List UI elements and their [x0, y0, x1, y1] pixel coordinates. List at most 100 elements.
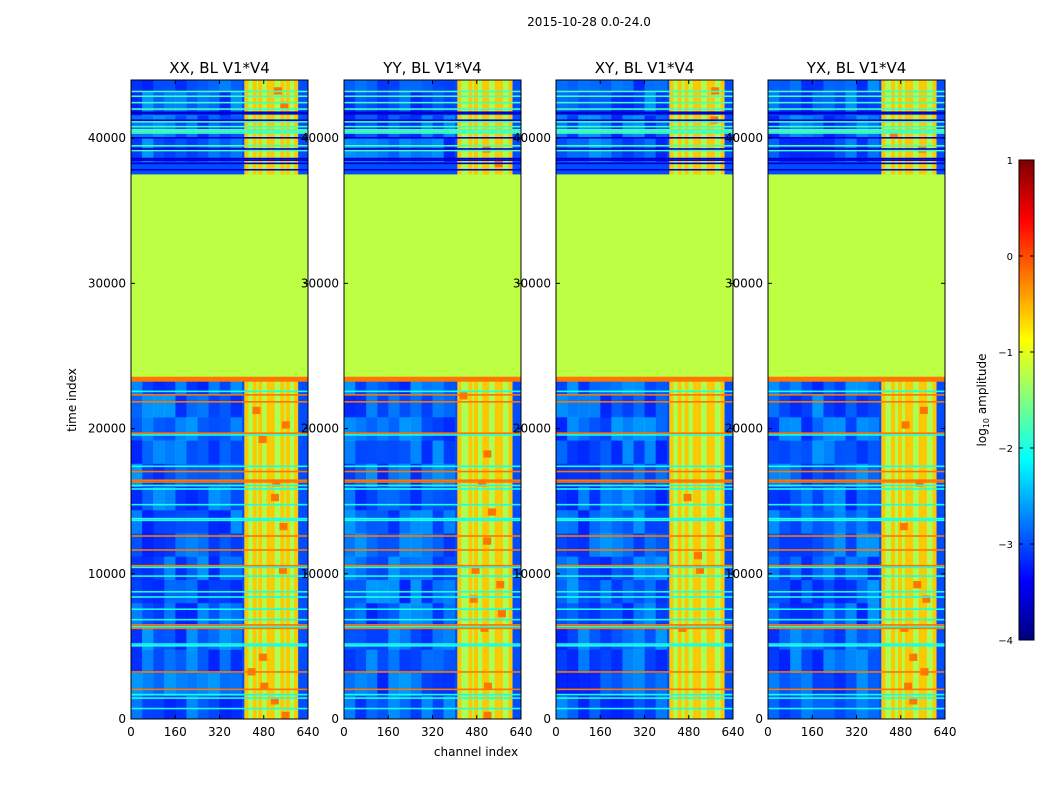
- heatmap-cell: [153, 533, 165, 557]
- bright-channel: [909, 80, 914, 719]
- heatmap-cell: [164, 509, 176, 534]
- heatmap-cell: [399, 91, 411, 116]
- time-stripe: [556, 625, 733, 628]
- heatmap-cell: [801, 672, 813, 697]
- heatmap-cell: [578, 509, 590, 534]
- time-stripe: [344, 697, 521, 699]
- colorbar-tick-label: −3: [998, 540, 1013, 551]
- time-stripe: [556, 168, 733, 171]
- heatmap-cell: [377, 463, 389, 488]
- heatmap-cell: [142, 463, 154, 488]
- heatmap-cell: [355, 626, 367, 650]
- heatmap-cell: [622, 626, 634, 650]
- heatmap-cell: [589, 602, 601, 627]
- heatmap-cell: [355, 370, 367, 395]
- heatmap-cell: [655, 370, 668, 395]
- time-stripe: [768, 119, 945, 122]
- bright-channel: [932, 80, 937, 719]
- time-stripe: [768, 149, 945, 152]
- heatmap-cell: [230, 533, 243, 557]
- heatmap-cell: [153, 91, 165, 116]
- heatmap-cell: [399, 463, 411, 488]
- x-tick-label: 0: [552, 725, 560, 739]
- time-stripe: [556, 671, 733, 673]
- heatmap-cell: [556, 91, 568, 116]
- time-stripe: [344, 394, 521, 396]
- heatmap-cell: [589, 440, 601, 464]
- heatmap-cell: [421, 556, 433, 581]
- heatmap-cell: [801, 486, 813, 511]
- heatmap-cell: [421, 80, 433, 93]
- time-stripe: [131, 162, 308, 165]
- time-stripe: [344, 503, 521, 506]
- hot-cell: [909, 697, 918, 705]
- heatmap-cell: [790, 556, 802, 581]
- heatmap-cell: [432, 80, 445, 93]
- hot-cell: [279, 522, 288, 531]
- heatmap-cell: [823, 91, 835, 116]
- heatmap-cell: [443, 649, 456, 674]
- heatmap-cell: [644, 370, 657, 395]
- time-stripe: [768, 519, 945, 522]
- time-stripe: [556, 149, 733, 152]
- heatmap-cell: [867, 626, 880, 650]
- heatmap-cell: [230, 649, 243, 674]
- heatmap-cell: [219, 440, 232, 464]
- time-stripe: [344, 618, 521, 621]
- heatmap-cell: [834, 672, 846, 697]
- time-stripe: [131, 144, 308, 147]
- heatmap-cell: [186, 509, 198, 534]
- heatmap-cell: [355, 486, 367, 511]
- heatmap-cell: [589, 393, 601, 418]
- x-tick-label: 640: [510, 725, 533, 739]
- time-stripe: [556, 113, 733, 115]
- time-stripe: [556, 549, 733, 551]
- bright-channel: [473, 80, 478, 719]
- heatmap-cell: [175, 602, 187, 627]
- heatmap-cell: [175, 486, 187, 511]
- time-stripe: [344, 643, 521, 645]
- heatmap-cell: [377, 486, 389, 511]
- bright-channel: [244, 80, 249, 719]
- colorbar-label: log10 amplitude: [975, 354, 991, 447]
- heatmap-cell: [377, 695, 389, 719]
- bright-channel: [266, 80, 271, 719]
- heatmap-cell: [219, 672, 232, 697]
- hot-cell: [270, 493, 279, 502]
- heatmap-cell: [801, 649, 813, 674]
- flagged-edge: [344, 376, 521, 382]
- heatmap-cell: [175, 533, 187, 557]
- heatmap-cell: [823, 440, 835, 464]
- heatmap-cell: [834, 486, 846, 511]
- heatmap-cell: [219, 91, 232, 116]
- heatmap-cell: [768, 533, 780, 557]
- x-tick-label: 0: [340, 725, 348, 739]
- time-stripe: [131, 132, 308, 134]
- heatmap-cell: [611, 509, 623, 534]
- time-stripe: [768, 624, 945, 626]
- bright-channel: [710, 80, 715, 719]
- heatmap-cell: [801, 91, 813, 116]
- heatmap-cell: [230, 393, 243, 418]
- heatmap-cell: [633, 440, 645, 464]
- time-stripe: [131, 707, 308, 710]
- heatmap-cell: [399, 672, 411, 697]
- heatmap-cell: [611, 486, 623, 511]
- heatmap-cell: [779, 416, 791, 441]
- time-stripe: [556, 132, 733, 134]
- heatmap-cell: [230, 695, 243, 719]
- time-stripe: [131, 645, 308, 647]
- heatmap-cell: [164, 695, 176, 719]
- heatmap-cell: [578, 416, 590, 441]
- heatmap-cell: [164, 533, 176, 557]
- heatmap-cell: [600, 486, 612, 511]
- heatmap-cell: [856, 695, 869, 719]
- time-stripe: [556, 608, 733, 611]
- heatmap-cell: [355, 80, 367, 93]
- time-stripe: [344, 693, 521, 696]
- heatmap-cell: [611, 649, 623, 674]
- hot-cell: [280, 101, 289, 110]
- heatmap-cell: [856, 672, 869, 697]
- heatmap-cell: [578, 533, 590, 557]
- time-stripe: [556, 137, 733, 139]
